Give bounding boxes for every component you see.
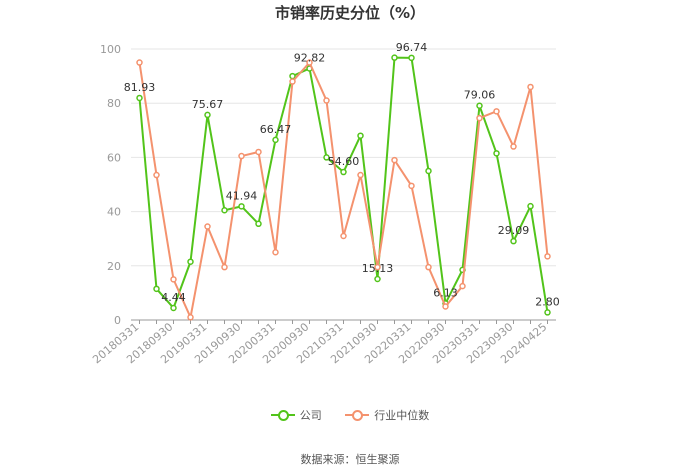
data-point [493, 150, 500, 157]
y-tick-label: 0 [114, 314, 121, 327]
data-point [527, 83, 534, 91]
data-point [170, 304, 177, 312]
data-label: 41.94 [226, 189, 258, 202]
y-tick-label: 80 [107, 97, 121, 110]
legend-label-company: 公司 [299, 409, 322, 422]
data-point [476, 114, 483, 122]
data-point [340, 232, 347, 240]
source-note: 数据来源：恒生聚源 [300, 453, 400, 466]
data-point [238, 152, 245, 160]
legend: 公司 行业中位数 [0, 407, 700, 424]
data-point [306, 59, 313, 66]
data-label: 29.09 [498, 224, 530, 237]
data-point [204, 223, 211, 230]
data-point [272, 249, 279, 256]
data-label: 6.13 [433, 286, 458, 299]
data-point [289, 72, 296, 80]
legend-swatch-industry-median [345, 409, 370, 421]
data-point [221, 206, 228, 214]
data-point [425, 167, 432, 175]
data-point [425, 263, 432, 271]
data-point [391, 156, 398, 164]
data-point [170, 276, 177, 283]
data-point [323, 97, 330, 104]
data-label: 96.74 [396, 41, 428, 54]
data-point [238, 203, 245, 210]
y-tick-label: 20 [107, 260, 121, 273]
data-point [289, 78, 296, 85]
data-point [187, 258, 194, 265]
data-point [255, 220, 262, 228]
data-point [442, 303, 449, 310]
grid-lines [131, 48, 556, 267]
legend-item-company[interactable]: 公司 [270, 407, 322, 423]
y-tick-label: 100 [100, 43, 121, 56]
data-point [374, 263, 381, 271]
data-point [136, 59, 143, 66]
series-lines [136, 54, 551, 321]
data-label: 4.44 [161, 291, 186, 304]
data-label: 15.13 [362, 262, 394, 275]
data-point [187, 314, 194, 321]
data-point [340, 168, 347, 176]
data-point [357, 171, 364, 179]
data-point [221, 263, 228, 271]
data-point [153, 171, 160, 179]
data-point [255, 148, 262, 156]
chart-title: 市销率历史分位（%） [274, 4, 426, 22]
data-labels: 81.93 4.44 75.67 41.94 66.47 92.82 54.60 15.13 9… [124, 41, 560, 309]
data-point [408, 54, 415, 62]
data-point [136, 94, 143, 102]
y-tick-label: 40 [107, 206, 121, 219]
data-point [391, 54, 398, 61]
data-point [493, 108, 500, 115]
data-point [510, 237, 517, 245]
data-point [459, 282, 466, 290]
data-point [323, 154, 330, 161]
data-point [357, 132, 364, 139]
data-point [204, 111, 211, 119]
data-label: 75.67 [192, 98, 224, 111]
legend-item-industry-median[interactable]: 行业中位数 [345, 407, 429, 423]
legend-label-industry-median: 行业中位数 [374, 409, 430, 422]
data-point [544, 253, 551, 260]
data-point [544, 309, 551, 316]
y-tick-label: 60 [107, 151, 121, 164]
data-label: 2.80 [535, 295, 560, 308]
data-point [153, 285, 160, 293]
data-point [510, 143, 517, 150]
legend-swatch-company [270, 409, 295, 421]
data-point [272, 136, 279, 144]
data-point [476, 102, 483, 109]
data-point [527, 202, 534, 210]
data-point [408, 182, 415, 190]
data-label: 54.60 [328, 155, 360, 168]
data-label: 66.47 [260, 123, 292, 136]
data-point [374, 275, 381, 283]
data-label: 81.93 [124, 81, 156, 94]
data-label: 79.06 [464, 89, 496, 102]
data-label: 92.82 [294, 51, 326, 64]
